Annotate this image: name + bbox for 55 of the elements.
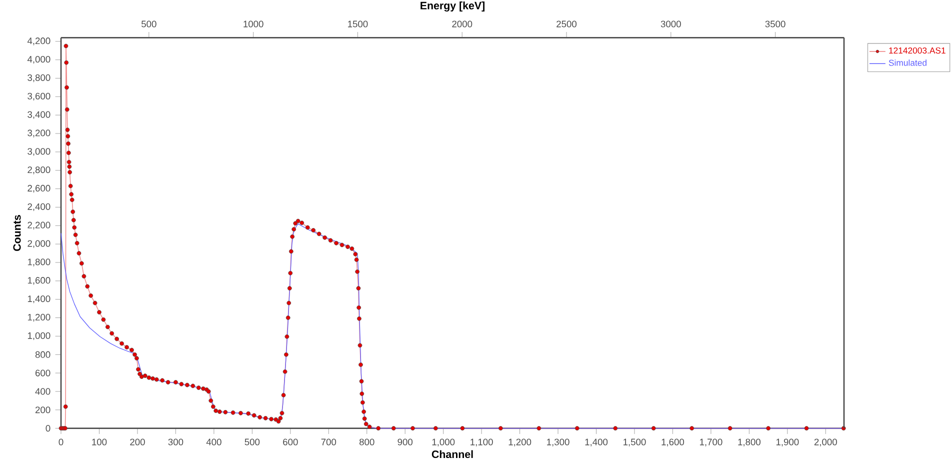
x2-axis-title: Energy [keV] bbox=[420, 2, 484, 12]
x-tick-label: 1,500 bbox=[624, 438, 646, 446]
x2-tick-label: 3000 bbox=[660, 20, 681, 28]
x-tick-label: 1,700 bbox=[700, 438, 722, 446]
y-tick-label: 1,600 bbox=[28, 277, 50, 285]
x-tick-label: 400 bbox=[206, 438, 222, 446]
y-tick-label: 400 bbox=[35, 388, 50, 395]
y-axis-title: Counts bbox=[13, 215, 21, 251]
x-tick-label: 1,400 bbox=[585, 438, 608, 446]
x-tick-label: 100 bbox=[92, 438, 107, 446]
x2-tick-label: 3500 bbox=[765, 20, 786, 28]
y-tick-label: 2,800 bbox=[28, 166, 50, 174]
y-tick-label: 2,400 bbox=[28, 203, 50, 212]
x-tick-label: 2,000 bbox=[814, 438, 837, 446]
y-tick-label: 1,400 bbox=[28, 295, 50, 304]
x-tick-label: 1,200 bbox=[508, 438, 532, 446]
x-tick-label: 0 bbox=[58, 438, 64, 446]
x-axis-title: Channel bbox=[432, 450, 473, 458]
x-tick-label: 300 bbox=[168, 438, 184, 446]
y-tick-label: 2,000 bbox=[28, 240, 50, 248]
y-tick-label: 3,800 bbox=[28, 74, 50, 82]
y-tick-label: 3,200 bbox=[28, 130, 50, 138]
y-tick-label: 4,200 bbox=[27, 38, 50, 46]
y-tick-label: 1,000 bbox=[28, 332, 50, 340]
x2-tick-label: 1500 bbox=[348, 20, 368, 28]
x-tick-label: 500 bbox=[244, 438, 260, 446]
x-tick-label: 900 bbox=[398, 438, 413, 446]
x2-tick-label: 2000 bbox=[452, 20, 472, 28]
y-tick-label: 2,200 bbox=[28, 222, 50, 230]
x-tick-label: 700 bbox=[321, 438, 336, 446]
y-tick-label: 1,200 bbox=[28, 314, 50, 322]
y-tick-label: 800 bbox=[35, 351, 50, 358]
x-tick-label: 1,800 bbox=[738, 438, 760, 446]
x-tick-label: 1,300 bbox=[547, 438, 570, 446]
x-tick-label: 800 bbox=[359, 438, 374, 446]
y-tick-label: 2,600 bbox=[28, 184, 50, 193]
y-tick-label: 600 bbox=[36, 370, 50, 376]
legend-label: 12142003.AS1 bbox=[889, 47, 946, 54]
x2-tick-label: 2500 bbox=[556, 20, 577, 28]
legend-label: Simulated bbox=[888, 59, 926, 66]
x-tick-label: 1,900 bbox=[776, 438, 799, 446]
x-tick-label: 1,600 bbox=[662, 438, 684, 446]
x-tick-label: 1,000 bbox=[432, 438, 455, 446]
y-tick-label: 1,800 bbox=[28, 258, 50, 266]
x-tick-label: 200 bbox=[130, 438, 145, 446]
y-tick-label: 200 bbox=[35, 406, 50, 414]
y-tick-label: 0 bbox=[46, 425, 50, 432]
x-tick-label: 600 bbox=[283, 438, 298, 446]
x2-tick-label: 500 bbox=[142, 20, 156, 28]
y-tick-label: 3,000 bbox=[28, 148, 50, 156]
x2-tick-label: 1000 bbox=[244, 20, 264, 28]
x-tick-label: 1,100 bbox=[470, 438, 493, 446]
y-tick-label: 3,600 bbox=[28, 92, 50, 101]
y-tick-label: 4,000 bbox=[27, 56, 50, 64]
y-tick-label: 3,400 bbox=[28, 111, 50, 119]
